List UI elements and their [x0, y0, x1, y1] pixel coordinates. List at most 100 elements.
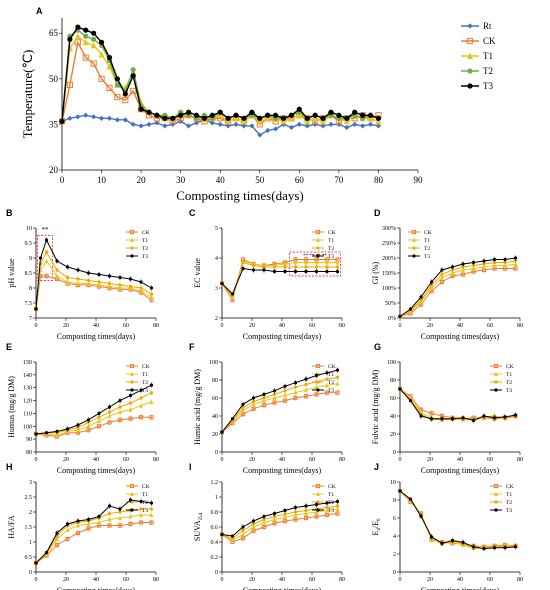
x-tick-label: 90 — [414, 175, 424, 185]
series-t3: T3 — [398, 387, 518, 424]
data-point — [128, 407, 133, 412]
y-tick-label: 10 — [26, 226, 32, 232]
data-point — [492, 257, 497, 262]
data-point — [146, 121, 152, 127]
legend-label: T3 — [506, 388, 512, 394]
data-point — [162, 123, 168, 129]
data-point — [117, 417, 123, 422]
y-tick-label: 250% — [382, 241, 396, 247]
data-point — [461, 416, 465, 420]
data-point — [117, 515, 123, 520]
data-point — [429, 285, 434, 290]
data-point — [139, 388, 143, 392]
data-point — [83, 112, 89, 118]
data-point — [471, 545, 476, 549]
series-t3: T3 — [34, 237, 154, 311]
panel-letter-i: I — [189, 462, 192, 472]
data-point — [296, 112, 303, 119]
data-point — [429, 535, 434, 539]
data-point — [82, 54, 89, 61]
legend-marker — [315, 229, 321, 235]
legend-label: T3 — [142, 388, 148, 394]
series-t3: T3 — [220, 254, 340, 296]
data-point — [419, 298, 423, 302]
data-point — [201, 115, 207, 121]
x-tick-label: 60 — [487, 577, 493, 583]
x-tick-label: 40 — [279, 323, 285, 329]
series-line — [35, 384, 152, 435]
data-point — [367, 115, 374, 122]
data-point — [303, 387, 309, 392]
data-point — [251, 268, 256, 272]
data-point — [86, 521, 91, 526]
y-tick-label: 7 — [29, 316, 32, 322]
y-tick-label: 2 — [215, 316, 218, 322]
y-tick-label: 1 — [29, 540, 32, 546]
data-point — [283, 384, 287, 388]
data-point — [230, 536, 235, 540]
series-line — [221, 260, 338, 299]
series-ck: CK — [33, 363, 154, 440]
data-point — [128, 284, 133, 289]
data-point — [128, 416, 133, 421]
data-point — [76, 277, 80, 281]
data-point — [96, 418, 102, 424]
data-point — [225, 123, 231, 129]
legend-label: T2 — [506, 500, 512, 506]
data-point — [75, 523, 81, 528]
series-line — [221, 376, 338, 433]
data-point — [296, 121, 302, 127]
data-point — [96, 520, 102, 525]
data-point — [513, 256, 518, 260]
x-tick-label: 40 — [457, 457, 463, 463]
series-ck: CK — [33, 483, 154, 566]
y-axis-title: E4/E6 — [371, 518, 382, 536]
x-tick-label: 20 — [249, 457, 255, 463]
legend-label: CK — [328, 230, 336, 236]
data-point — [170, 115, 176, 121]
data-point — [282, 393, 288, 398]
data-point — [293, 505, 298, 510]
data-point — [98, 75, 105, 82]
data-point — [122, 96, 129, 104]
data-point — [304, 382, 308, 387]
legend-marker — [130, 508, 134, 512]
panel-H: H 0 20 40 60 80 0 0.5 1 1.5 2 2.5 3 Composting times(… — [6, 462, 159, 590]
data-point — [304, 115, 310, 121]
data-point — [375, 115, 382, 121]
legend-marker — [494, 508, 498, 512]
legend-marker — [130, 254, 134, 258]
data-point — [114, 93, 121, 101]
series-t1: T1 — [33, 371, 154, 438]
data-point — [293, 512, 298, 517]
series-line — [35, 260, 152, 310]
data-point — [240, 118, 248, 125]
data-point — [90, 42, 97, 49]
data-point — [117, 523, 123, 528]
data-point — [293, 395, 298, 401]
data-point — [193, 112, 200, 118]
data-point — [513, 261, 518, 266]
legend-marker — [411, 237, 417, 242]
x-tick-label: 20 — [249, 577, 255, 583]
data-point — [272, 511, 277, 516]
data-point — [138, 403, 144, 408]
data-point — [262, 517, 266, 522]
data-point — [335, 506, 340, 511]
data-point — [76, 268, 80, 272]
series-line — [61, 26, 379, 122]
data-point — [513, 266, 518, 271]
data-point — [241, 260, 245, 265]
series-line — [399, 257, 516, 317]
x-tick-label: 80 — [517, 323, 523, 329]
data-point — [34, 307, 38, 311]
data-point — [185, 123, 192, 129]
legend-label: T1 — [328, 238, 334, 244]
data-point — [86, 526, 91, 531]
data-point — [44, 258, 49, 263]
data-point — [312, 112, 318, 118]
legend-label: T1 — [328, 372, 334, 378]
series-line — [399, 388, 516, 422]
data-point — [107, 281, 112, 286]
data-point — [65, 265, 70, 269]
